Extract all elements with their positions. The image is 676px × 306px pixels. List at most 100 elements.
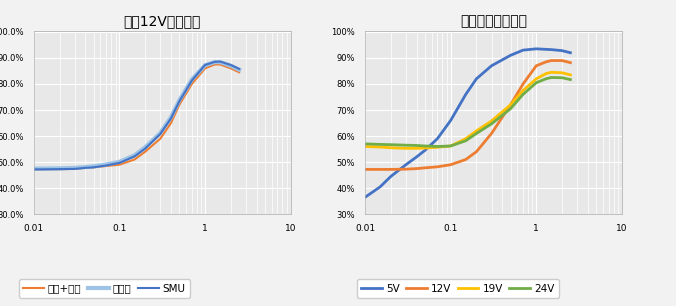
12V [542,60,550,64]
电源+负载 [102,164,110,168]
12V [433,165,441,169]
12V [566,61,575,65]
12V [361,168,369,171]
Legend: 5V, 12V, 19V, 24V: 5V, 12V, 19V, 24V [357,279,558,298]
12V [387,168,395,171]
5V [433,137,441,140]
5V [558,49,566,53]
电源+负载 [235,70,243,74]
电源+负载 [70,167,78,171]
电源+负载 [201,66,209,70]
24V [361,142,369,146]
19V [473,129,481,133]
多用表 [81,165,89,169]
24V [566,78,575,81]
5V [447,119,455,122]
12V [487,132,496,135]
Line: 电源+负载: 电源+负载 [34,65,239,170]
多用表 [156,131,164,135]
5V [519,48,527,52]
电源+负载 [130,158,139,161]
Line: 19V: 19V [365,72,571,148]
24V [558,76,566,80]
12V [376,168,384,171]
12V [412,167,420,170]
多用表 [116,160,124,164]
多用表 [30,167,38,170]
电源+负载 [81,166,89,170]
12V [402,167,410,171]
5V [402,163,410,166]
SMU [175,99,183,103]
5V [376,185,384,189]
Line: 5V: 5V [365,49,571,197]
多用表 [211,60,219,64]
19V [412,147,420,150]
12V [548,59,556,62]
24V [387,143,395,147]
多用表 [235,68,243,72]
SMU [30,168,38,171]
5V [387,175,395,178]
24V [433,145,441,148]
SMU [102,164,110,167]
SMU [90,166,98,169]
5V [421,148,429,152]
24V [447,144,455,148]
24V [462,139,470,143]
Title: 加载不同输入电压: 加载不同输入电压 [460,14,527,28]
19V [566,73,575,77]
19V [506,103,514,107]
19V [402,147,410,150]
电源+负载 [141,150,149,154]
电源+负载 [211,63,219,66]
5V [566,51,575,54]
24V [532,81,540,84]
19V [542,72,550,75]
多用表 [175,99,183,102]
12V [473,150,481,154]
19V [387,146,395,150]
5V [542,47,550,51]
Line: 多用表: 多用表 [34,62,239,169]
Legend: 电源+负载, 多用表, SMU: 电源+负载, 多用表, SMU [19,279,190,298]
SMU [211,60,219,64]
24V [519,93,527,96]
SMU [70,167,78,171]
电源+负载 [156,137,164,140]
SMU [141,147,149,151]
19V [532,77,540,80]
19V [487,119,496,123]
Line: 12V: 12V [365,61,571,170]
电源+负载 [90,166,98,169]
多用表 [216,60,224,64]
19V [447,144,455,148]
Line: SMU: SMU [34,62,239,170]
电源+负载 [55,167,64,171]
SMU [216,60,224,63]
电源+负载 [188,82,196,86]
5V [462,93,470,96]
电源+负载 [167,121,175,125]
SMU [226,63,235,67]
5V [548,48,556,51]
电源+负载 [116,163,124,166]
5V [506,54,514,57]
24V [542,77,550,80]
多用表 [102,162,110,166]
多用表 [55,166,64,170]
5V [487,64,496,68]
多用表 [188,78,196,81]
24V [548,76,556,79]
SMU [81,166,89,170]
12V [519,82,527,86]
19V [433,145,441,149]
19V [421,146,429,150]
12V [506,103,514,107]
SMU [156,132,164,136]
24V [506,107,514,110]
SMU [235,67,243,71]
电源+负载 [216,63,224,66]
12V [532,64,540,68]
24V [412,144,420,147]
